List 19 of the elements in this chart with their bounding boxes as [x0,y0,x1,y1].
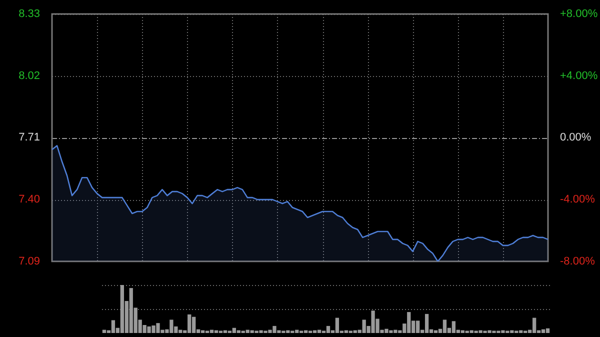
bar [541,329,546,333]
y-tick-label: 7.09 [18,255,40,268]
y-tick-label: 8.02 [18,70,40,82]
bar [546,328,550,333]
y-tick-label: 7.40 [18,194,40,206]
y2-tick-label: -8.00% [560,255,596,268]
y2-tick-label: 0.00% [560,132,592,144]
y2-tick-label: +8.00% [560,8,598,20]
bar [452,321,456,333]
y2-tick-label: -4.00% [560,194,596,206]
bar [442,320,447,333]
y2-tick-label: +4.00% [560,70,598,82]
bar [532,318,536,333]
bar [326,326,330,333]
y-tick-label: 7.71 [18,132,40,144]
bar [111,320,116,333]
bar [335,318,340,333]
bar [424,314,429,333]
y-tick-label: 8.33 [18,8,40,20]
